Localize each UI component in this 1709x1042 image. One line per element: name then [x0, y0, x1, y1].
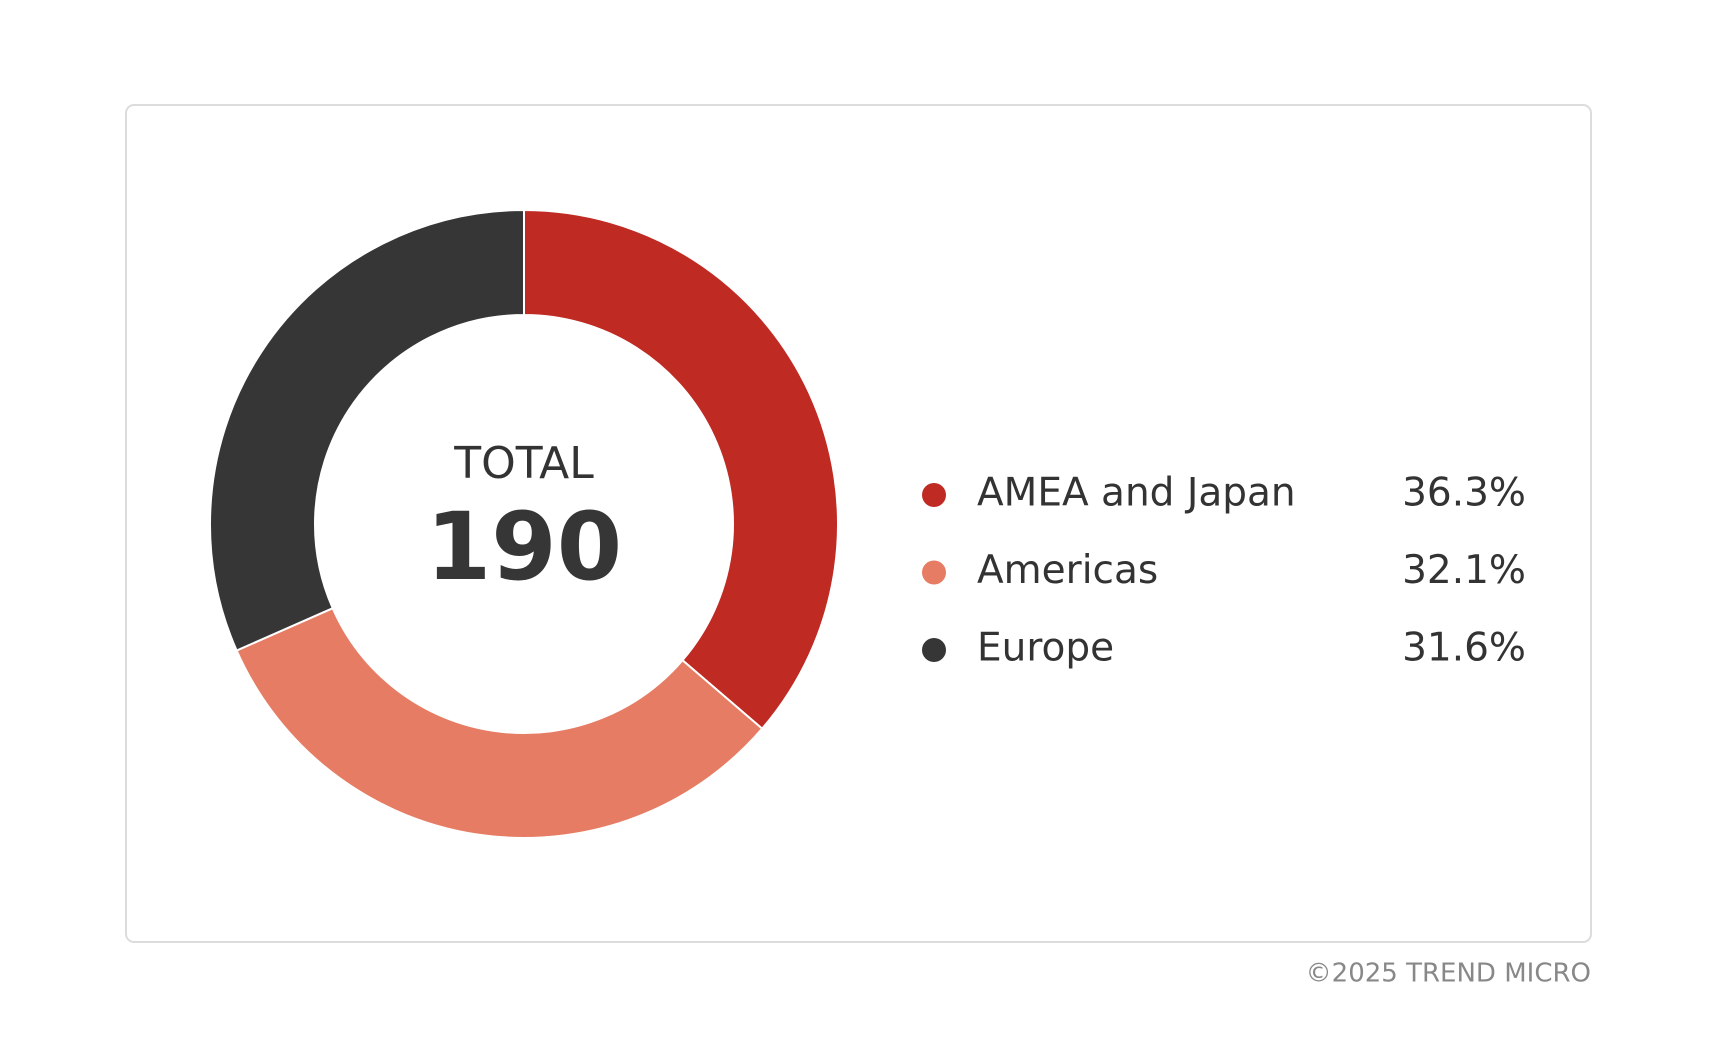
legend-marker	[922, 560, 946, 585]
slice	[208, 208, 525, 652]
legend: AMEA and Japan 36.3% Americas 32.1% Europe 31…	[922, 471, 1526, 671]
value-label: 32.1%	[1402, 548, 1526, 593]
legend-label: AMEA and Japan	[977, 471, 1296, 516]
legend-label: Americas	[977, 548, 1158, 593]
total: 190	[426, 493, 622, 602]
legend-marker	[922, 483, 946, 507]
footer: ©2025 TREND MICRO	[1306, 959, 1591, 989]
donut	[208, 208, 839, 839]
legend-marker	[922, 638, 946, 662]
slice	[235, 606, 764, 839]
legend-label: Europe	[977, 626, 1114, 671]
value-label: 36.3%	[1402, 471, 1526, 516]
card	[125, 104, 1592, 943]
value-label: 31.6%	[1402, 626, 1526, 671]
slice	[523, 208, 839, 731]
center-label: TOTAL	[453, 438, 594, 489]
